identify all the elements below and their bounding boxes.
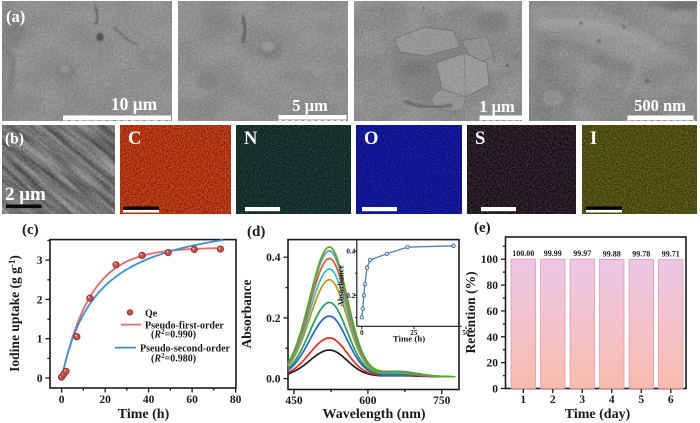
- svg-text:2: 2: [37, 294, 43, 306]
- svg-text:Pseudo-first-order: Pseudo-first-order: [145, 321, 224, 332]
- svg-text:(R2=0.990): (R2=0.990): [151, 328, 196, 341]
- svg-text:Wavelength (nm): Wavelength (nm): [322, 407, 425, 422]
- svg-text:Iodine uptake (g g-1): Iodine uptake (g g-1): [7, 255, 22, 372]
- svg-text:4: 4: [609, 394, 615, 406]
- svg-text:Absorbance: Absorbance: [239, 279, 254, 348]
- svg-text:80: 80: [230, 394, 242, 406]
- svg-text:80: 80: [487, 280, 499, 292]
- svg-text:2 μm: 2 μm: [5, 184, 46, 205]
- svg-text:5 μm: 5 μm: [292, 96, 328, 115]
- svg-text:2: 2: [550, 394, 556, 406]
- svg-text:(a): (a): [6, 7, 25, 26]
- svg-text:0: 0: [59, 394, 65, 406]
- svg-text:60: 60: [487, 306, 499, 318]
- svg-text:99.71: 99.71: [662, 250, 680, 259]
- svg-text:Absorbance: Absorbance: [337, 265, 346, 307]
- svg-text:(c): (c): [22, 222, 39, 238]
- svg-text:Time (h): Time (h): [393, 334, 425, 344]
- svg-text:25: 25: [410, 329, 418, 337]
- svg-text:(b): (b): [5, 131, 24, 148]
- svg-text:50: 50: [462, 329, 470, 337]
- svg-text:(R2=0.980): (R2=0.980): [151, 352, 196, 365]
- svg-text:99.78: 99.78: [632, 250, 650, 259]
- svg-text:1: 1: [37, 334, 43, 346]
- svg-text:100: 100: [481, 254, 499, 266]
- svg-text:0.4: 0.4: [346, 248, 355, 256]
- svg-text:Qe: Qe: [145, 308, 158, 319]
- svg-text:99.88: 99.88: [603, 249, 621, 258]
- svg-text:5: 5: [638, 394, 644, 406]
- svg-text:100.00: 100.00: [512, 249, 534, 258]
- svg-text:60: 60: [186, 394, 198, 406]
- svg-text:0.0: 0.0: [266, 374, 281, 386]
- svg-text:0: 0: [37, 373, 43, 385]
- svg-text:600: 600: [359, 395, 377, 407]
- svg-text:99.99: 99.99: [544, 249, 562, 258]
- svg-text:(e): (e): [474, 220, 491, 236]
- svg-text:1 μm: 1 μm: [479, 97, 515, 116]
- svg-text:6: 6: [668, 394, 674, 406]
- svg-text:(d): (d): [247, 224, 265, 240]
- svg-text:10 μm: 10 μm: [111, 94, 158, 114]
- svg-text:40: 40: [487, 332, 499, 344]
- svg-text:S: S: [475, 129, 485, 149]
- svg-text:0.2: 0.2: [266, 313, 281, 325]
- svg-text:450: 450: [285, 395, 303, 407]
- svg-text:3: 3: [579, 394, 585, 406]
- svg-text:3: 3: [37, 255, 43, 267]
- svg-text:O: O: [364, 129, 378, 149]
- svg-text:Time (day): Time (day): [565, 407, 631, 422]
- svg-text:0.4: 0.4: [266, 252, 281, 264]
- svg-text:0.2: 0.2: [346, 292, 355, 300]
- svg-text:500 nm: 500 nm: [634, 96, 686, 115]
- svg-text:Retention (%): Retention (%): [463, 271, 478, 353]
- svg-text:40: 40: [143, 394, 155, 406]
- svg-text:20: 20: [487, 358, 499, 370]
- svg-text:99.97: 99.97: [573, 249, 591, 258]
- svg-text:Time (h): Time (h): [118, 407, 170, 422]
- svg-text:Pseudo-second-order: Pseudo-second-order: [140, 344, 231, 355]
- svg-text:0: 0: [492, 384, 498, 396]
- svg-text:0: 0: [360, 329, 364, 337]
- svg-text:I: I: [590, 129, 597, 149]
- svg-text:N: N: [244, 129, 258, 149]
- svg-text:750: 750: [433, 395, 451, 407]
- svg-text:C: C: [128, 129, 141, 149]
- svg-text:20: 20: [99, 394, 111, 406]
- svg-text:1: 1: [520, 394, 526, 406]
